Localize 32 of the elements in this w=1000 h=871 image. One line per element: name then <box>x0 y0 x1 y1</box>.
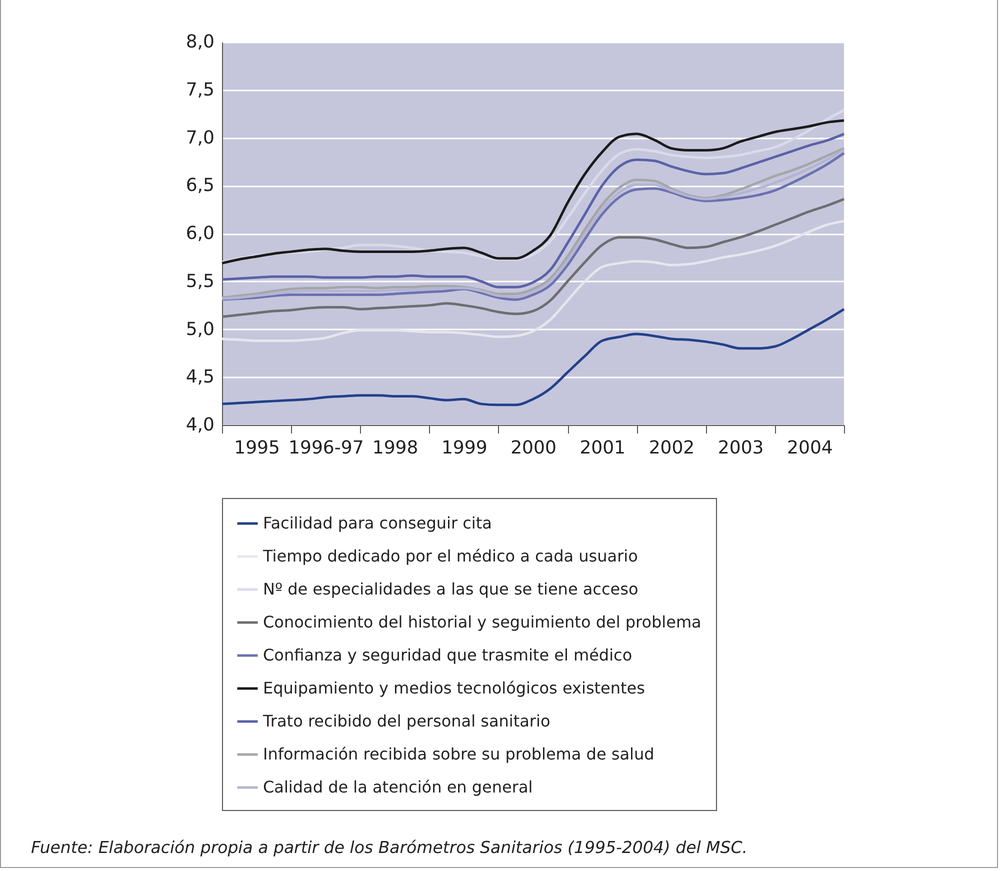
y-tick-label: 5,5 <box>186 270 214 292</box>
legend-label: Nº de especialidades a las que se tiene acceso <box>263 580 638 598</box>
x-tick-label: 1996-97 <box>288 438 364 458</box>
source-note: Fuente: Elaboración propia a partir de los Barómetros Sanitarios (1995-2004) del MSC. <box>31 838 748 857</box>
x-tick-label: 1999 <box>441 438 488 458</box>
line-series <box>220 198 846 318</box>
x-tick-label: 2001 <box>580 438 626 458</box>
x-tick-label: 2000 <box>510 438 556 458</box>
x-tick-label: 1995 <box>234 438 280 458</box>
y-tick-label: 7,5 <box>186 79 214 100</box>
x-tick-label: 2002 <box>648 438 695 458</box>
y-tick-label: 7,0 <box>186 127 214 148</box>
legend-label: Facilidad para conseguir cita <box>263 514 492 532</box>
y-tick-label: 6,0 <box>186 223 214 244</box>
x-tick-label: 1998 <box>372 438 418 458</box>
x-tick-label: 2003 <box>718 438 764 458</box>
line-series <box>220 308 846 406</box>
y-tick-label: 6,5 <box>186 175 214 196</box>
legend-label: Confianza y seguridad que trasmite el médico <box>263 646 632 664</box>
y-tick-label: 5,0 <box>186 318 214 340</box>
y-tick-label: 8,0 <box>186 32 214 52</box>
legend-label: Conocimiento del historial y seguimiento del problema <box>263 612 702 632</box>
y-tick-label: 4,0 <box>186 414 214 436</box>
x-tick-label: 2004 <box>787 438 833 458</box>
legend-label: Información recibida sobre su problema de salud <box>263 744 654 764</box>
line-series <box>220 132 846 288</box>
y-tick-label: 4,5 <box>186 366 214 388</box>
line-series <box>220 220 846 342</box>
legend-label: Equipamiento y medios tecnológicos existentes <box>263 678 645 698</box>
legend-label: Calidad de la atención en general <box>263 778 533 796</box>
legend-label: Trato recibido del personal sanitario <box>262 712 550 730</box>
legend-label: Tiempo dedicado por el médico a cada usuario <box>262 546 638 566</box>
